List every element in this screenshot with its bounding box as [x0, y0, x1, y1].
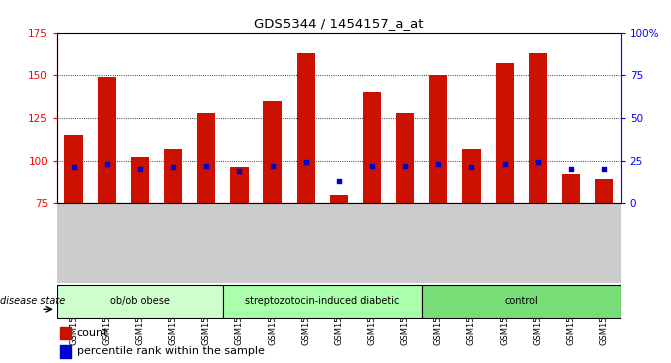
- Point: [267, 163, 278, 169]
- Bar: [264, 101, 282, 203]
- Point: [566, 166, 576, 172]
- Bar: [197, 113, 215, 203]
- Text: ob/ob obese: ob/ob obese: [110, 296, 170, 306]
- Point: [234, 168, 245, 174]
- Point: [433, 161, 444, 167]
- Bar: [396, 113, 414, 203]
- Text: streptozotocin-induced diabetic: streptozotocin-induced diabetic: [245, 296, 399, 306]
- Bar: [230, 167, 248, 203]
- Bar: [562, 174, 580, 203]
- Bar: [60, 345, 71, 358]
- Bar: [529, 53, 547, 203]
- FancyBboxPatch shape: [57, 285, 223, 318]
- Point: [333, 178, 344, 184]
- Bar: [462, 149, 480, 203]
- Point: [366, 163, 377, 169]
- Point: [135, 166, 146, 172]
- Point: [499, 161, 510, 167]
- Bar: [495, 64, 514, 203]
- Bar: [60, 327, 71, 339]
- Text: percentile rank within the sample: percentile rank within the sample: [76, 346, 264, 356]
- FancyBboxPatch shape: [422, 285, 621, 318]
- Title: GDS5344 / 1454157_a_at: GDS5344 / 1454157_a_at: [254, 17, 423, 30]
- Text: count: count: [76, 328, 108, 338]
- Point: [532, 159, 543, 165]
- Bar: [363, 92, 381, 203]
- Bar: [131, 157, 149, 203]
- Point: [101, 161, 112, 167]
- Point: [301, 159, 311, 165]
- Bar: [595, 179, 613, 203]
- Point: [466, 164, 477, 170]
- Point: [68, 164, 79, 170]
- Bar: [98, 77, 116, 203]
- Bar: [429, 75, 448, 203]
- Text: control: control: [505, 296, 538, 306]
- Text: disease state: disease state: [0, 296, 65, 306]
- Point: [201, 163, 211, 169]
- Point: [168, 164, 178, 170]
- Bar: [64, 135, 83, 203]
- Point: [599, 166, 609, 172]
- Bar: [297, 53, 315, 203]
- Point: [400, 163, 411, 169]
- Bar: [164, 149, 183, 203]
- FancyBboxPatch shape: [223, 285, 422, 318]
- Bar: [329, 195, 348, 203]
